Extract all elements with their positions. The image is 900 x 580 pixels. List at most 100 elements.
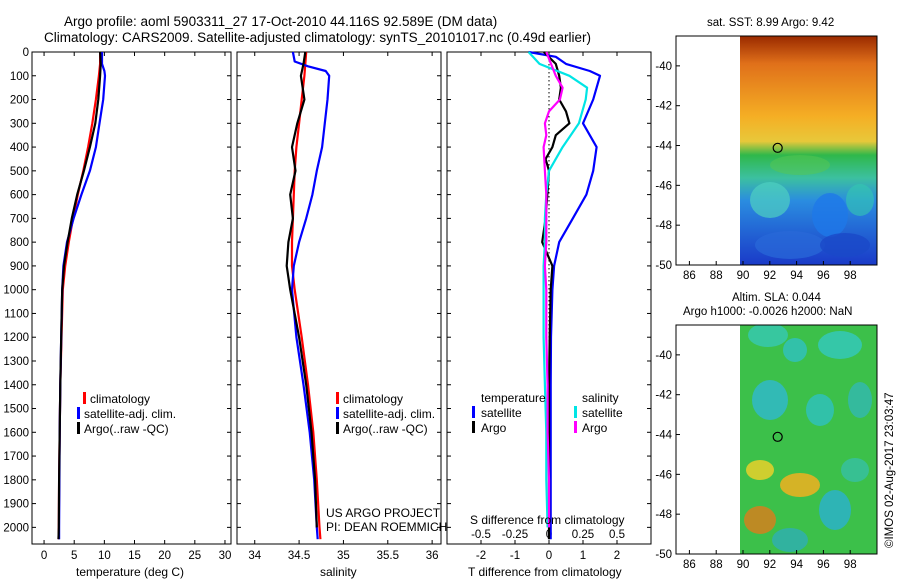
salinity-legend: climatology satellite-adj. clim. Argo(..… xyxy=(336,392,435,436)
series-line-argo-raw-qc- xyxy=(57,51,102,540)
depth-tick-label: 400 xyxy=(10,142,29,154)
map-x-tick-label: 98 xyxy=(844,559,857,571)
map-y-tick-label: -46 xyxy=(655,469,672,481)
map-y-tick-label: -50 xyxy=(655,549,672,561)
legend-swatch-sal-argo xyxy=(574,421,577,433)
legend-swatch-temp-satellite xyxy=(472,406,475,418)
sst-map: sat. SST: 8.99 Argo: 9.42 86 88 90 92 94 96 98… xyxy=(655,17,878,282)
legend-salinity-title: salinity xyxy=(582,391,619,405)
depth-tick-label: 1800 xyxy=(3,475,29,487)
depth-tick-label: 800 xyxy=(10,237,29,249)
series-line-temperature-satellite xyxy=(528,50,602,540)
map-x-tick-label: 88 xyxy=(710,559,723,571)
legend-label-argo: Argo(..raw -QC) xyxy=(343,422,428,436)
x-tick-label: 15 xyxy=(128,550,141,562)
series-line-satellite-adj-clim- xyxy=(290,51,331,540)
depth-tick-label: 0 xyxy=(23,47,29,59)
map-y-tick-label: -44 xyxy=(655,141,672,153)
x-tick-label: 36 xyxy=(426,550,439,562)
x-tick-label: 35 xyxy=(337,550,350,562)
series-line-argo-raw-qc- xyxy=(285,51,318,528)
legend-label-climatology: climatology xyxy=(343,392,403,406)
x-tick-label: 35.5 xyxy=(377,550,399,562)
legend-label-satellite: satellite-adj. clim. xyxy=(84,407,176,421)
legend-swatch-argo xyxy=(336,422,339,434)
legend-swatch-sal-satellite xyxy=(574,406,577,418)
argo-location-marker xyxy=(772,431,783,442)
s-diff-axis-label: S difference from climatology xyxy=(470,513,625,527)
depth-tick-label: 1700 xyxy=(3,451,29,463)
temperature-series-group xyxy=(57,51,107,540)
depth-tick-label: 1200 xyxy=(3,332,29,344)
pi-annotation: PI: DEAN ROEMMICH xyxy=(326,520,447,534)
depth-tick-label: 900 xyxy=(10,261,29,273)
depth-tick-label: 1300 xyxy=(3,356,29,368)
difference-legend: temperature salinity satellite Argo sate… xyxy=(472,391,623,435)
legend-label-temp-satellite: satellite xyxy=(481,406,522,420)
series-line-salinity-satellite xyxy=(527,51,589,528)
argo-location-marker xyxy=(772,142,783,153)
depth-tick-label: 300 xyxy=(10,118,29,130)
depth-tick-label: 1400 xyxy=(3,380,29,392)
map-x-tick-label: 90 xyxy=(737,270,750,282)
depth-tick-label: 2000 xyxy=(3,522,29,534)
legend-label-sal-argo: Argo xyxy=(582,421,608,435)
x-tick-label: 2 xyxy=(614,550,620,562)
legend-swatch-temp-argo xyxy=(472,421,475,433)
t-difference-x-axis: -2 -1 0 1 2 xyxy=(476,52,620,562)
sla-field xyxy=(740,325,877,554)
legend-swatch-argo xyxy=(77,422,80,434)
map-x-tick-label: 86 xyxy=(683,270,696,282)
series-line-salinity-argo xyxy=(542,51,564,528)
salinity-series-group xyxy=(285,51,331,540)
map-x-tick-label: 96 xyxy=(817,270,830,282)
map-y-tick-label: -44 xyxy=(655,430,672,442)
sla-map-frame xyxy=(675,324,878,555)
legend-swatch-climatology xyxy=(83,392,86,404)
depth-tick-label: 1100 xyxy=(4,308,29,320)
salinity-panel-frame xyxy=(236,51,442,545)
temperature-panel-frame xyxy=(31,51,232,545)
map-y-tick-label: -50 xyxy=(655,260,672,272)
legend-label-sal-satellite: satellite xyxy=(582,406,623,420)
map-y-tick-label: -40 xyxy=(655,350,672,362)
x-tick-label: -2 xyxy=(476,550,486,562)
depth-axis: 0 100 200 300 400 500 600 700 800 900 1000 1100 1200… xyxy=(3,47,651,534)
x-tick-label: 1 xyxy=(580,550,586,562)
s-diff-tick-label: 0.5 xyxy=(609,529,625,541)
project-annotation: US ARGO PROJECT xyxy=(326,506,441,520)
map-x-tick-label: 96 xyxy=(817,559,830,571)
sla-map-title-line2: Argo h1000: -0.0026 h2000: NaN xyxy=(683,306,852,318)
sst-map-title: sat. SST: 8.99 Argo: 9.42 xyxy=(707,17,834,29)
map-x-tick-label: 94 xyxy=(790,559,803,571)
s-diff-tick-label: -0.25 xyxy=(502,529,528,541)
x-tick-label: 20 xyxy=(158,550,171,562)
difference-series-group xyxy=(527,50,602,540)
x-tick-label: 5 xyxy=(71,550,77,562)
sst-field xyxy=(740,36,877,265)
depth-tick-label: 1900 xyxy=(3,499,29,511)
sla-map-title-line1: Altim. SLA: 0.044 xyxy=(732,292,821,304)
map-y-tick-label: -40 xyxy=(655,61,672,73)
salinity-axis-label: salinity xyxy=(320,565,357,579)
temperature-legend: climatology satellite-adj. clim. Argo(..… xyxy=(77,392,176,436)
legend-label-argo: Argo(..raw -QC) xyxy=(84,422,169,436)
legend-label-temp-argo: Argo xyxy=(481,421,507,435)
depth-tick-label: 700 xyxy=(10,213,29,225)
map-x-tick-label: 92 xyxy=(763,559,776,571)
x-tick-label: 34 xyxy=(248,550,261,562)
map-x-tick-label: 98 xyxy=(844,270,857,282)
t-diff-axis-label: T difference from climatology xyxy=(468,565,622,579)
legend-label-satellite: satellite-adj. clim. xyxy=(343,407,435,421)
map-y-tick-label: -42 xyxy=(655,390,672,402)
depth-tick-label: 1500 xyxy=(3,404,29,416)
map-x-tick-label: 90 xyxy=(737,559,750,571)
map-x-tick-label: 94 xyxy=(790,270,803,282)
x-tick-label: 10 xyxy=(98,550,111,562)
map-x-tick-label: 92 xyxy=(763,270,776,282)
x-tick-label: -1 xyxy=(510,550,520,562)
legend-swatch-satellite xyxy=(77,407,80,419)
x-tick-label: 25 xyxy=(188,550,201,562)
legend-swatch-satellite xyxy=(336,407,339,419)
